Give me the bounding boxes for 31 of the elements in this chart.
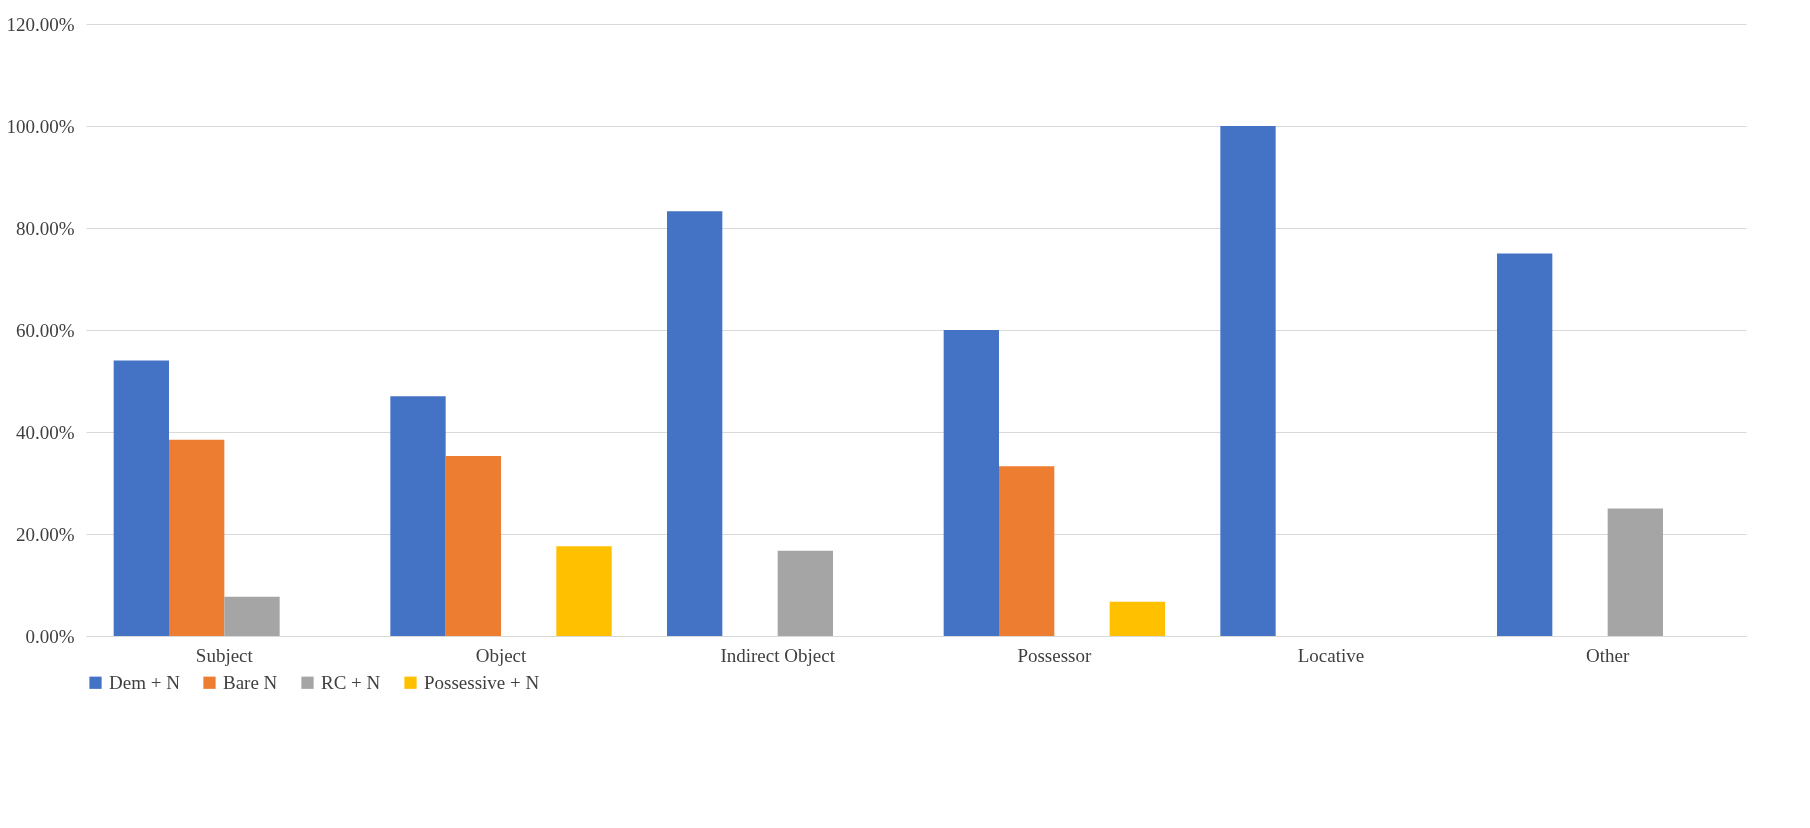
x-tick-label: Possessor: [1017, 644, 1092, 666]
x-tick-label: Object: [475, 644, 528, 666]
legend-label: Bare N: [223, 671, 278, 693]
bar: [224, 596, 280, 636]
y-tick-label: 80.00%: [15, 217, 75, 239]
bar: [445, 455, 501, 636]
x-tick-label: Locative: [1297, 644, 1365, 666]
x-tick-label: Other: [1586, 644, 1630, 666]
y-tick-label: 120.00%: [6, 13, 75, 35]
y-tick-label: 20.00%: [15, 523, 75, 545]
bar: [667, 211, 723, 636]
bar: [999, 466, 1055, 636]
bar: [943, 330, 999, 636]
legend-label: RC + N: [321, 671, 381, 693]
legend-label: Possessive + N: [424, 671, 540, 693]
y-tick-label: 40.00%: [15, 421, 75, 443]
y-tick-label: 0.00%: [25, 625, 75, 647]
bar: [169, 439, 225, 636]
bar: [1220, 126, 1276, 636]
y-tick-label: 100.00%: [6, 115, 75, 137]
bar: [1607, 508, 1663, 636]
legend-label: Dem + N: [109, 671, 181, 693]
y-tick-label: 60.00%: [15, 319, 75, 341]
bar: [556, 546, 612, 636]
bar: [390, 396, 446, 636]
bar: [777, 550, 833, 636]
x-tick-label: Subject: [195, 644, 254, 666]
bar: [1497, 253, 1553, 636]
x-tick-label: Indirect Object: [720, 644, 836, 666]
bar: [113, 360, 169, 636]
bar: [1109, 601, 1165, 636]
